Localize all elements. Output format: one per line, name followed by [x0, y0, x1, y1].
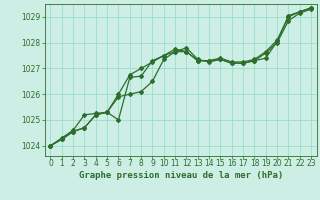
X-axis label: Graphe pression niveau de la mer (hPa): Graphe pression niveau de la mer (hPa) — [79, 171, 283, 180]
